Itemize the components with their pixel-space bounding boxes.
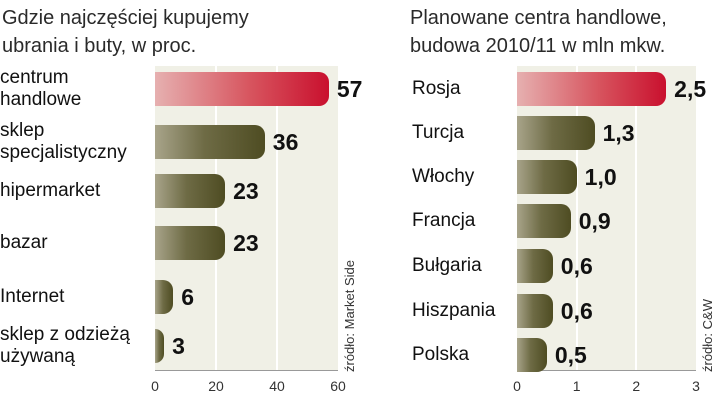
- chart-right-title: Planowane centra handlowe, budowa 2010/1…: [410, 7, 667, 57]
- plot-background: [155, 66, 338, 370]
- bar: [517, 338, 547, 372]
- x-axis-line: [517, 370, 696, 371]
- category-label: Bułgaria: [412, 255, 482, 276]
- bar: [517, 72, 667, 106]
- chart-left: Gdzie najczęściej kupujemy ubrania i but…: [0, 7, 363, 394]
- x-axis-line: [155, 370, 338, 371]
- gridline: [635, 66, 638, 370]
- bar: [155, 125, 265, 159]
- category-label: hipermarket: [0, 180, 101, 201]
- bar: [517, 249, 553, 283]
- value-label: 3: [172, 333, 185, 359]
- value-label: 2,5: [674, 76, 707, 102]
- bar: [517, 116, 595, 150]
- bar: [517, 160, 577, 194]
- category-label: bazar: [0, 232, 48, 253]
- chart-left-title: Gdzie najczęściej kupujemy ubrania i but…: [2, 7, 249, 57]
- gridline: [215, 66, 217, 370]
- category-label: Rosja: [412, 78, 461, 99]
- value-label: 0,6: [560, 298, 593, 324]
- x-tick-label: 2: [632, 378, 641, 394]
- category-label: sklep z odzieżą używaną: [0, 324, 130, 367]
- gridline: [276, 66, 278, 370]
- category-label: Francja: [412, 210, 476, 231]
- x-tick-label: 60: [330, 378, 346, 394]
- x-tick-label: 20: [208, 378, 224, 394]
- value-label: 0,9: [578, 208, 611, 234]
- value-label: 6: [181, 284, 195, 310]
- chart-right-source: źródło: C&W: [700, 299, 715, 372]
- x-tick-label: 3: [692, 378, 700, 394]
- chart-left-source: źródło: Market Side: [342, 260, 357, 372]
- x-tick-label: 1: [572, 378, 581, 394]
- x-tick-label: 0: [513, 378, 521, 394]
- value-label: 1,3: [602, 120, 635, 146]
- x-tick-label: 0: [151, 378, 159, 394]
- category-label: Turcja: [412, 122, 465, 143]
- category-label: Internet: [0, 286, 65, 307]
- bar: [517, 294, 553, 328]
- bar: [155, 72, 329, 106]
- gridline: [575, 66, 578, 370]
- bar: [155, 329, 165, 363]
- category-label: centrum handlowe: [0, 67, 82, 110]
- value-label: 1,0: [584, 164, 617, 190]
- bar: [155, 174, 226, 208]
- value-label: 0,5: [554, 342, 587, 368]
- value-label: 23: [233, 230, 259, 256]
- category-label: Polska: [412, 344, 470, 365]
- category-label: sklep specjalistyczny: [0, 120, 127, 163]
- value-label: 23: [233, 178, 259, 204]
- bar: [155, 280, 174, 314]
- category-label: Hiszpania: [412, 300, 496, 321]
- value-label: 0,6: [560, 253, 593, 279]
- category-label: Włochy: [412, 166, 475, 187]
- x-tick-label: 40: [269, 378, 285, 394]
- bar: [155, 226, 226, 260]
- value-label: 36: [272, 129, 299, 155]
- bar: [517, 204, 571, 238]
- value-label: 57: [336, 76, 363, 102]
- chart-right: Planowane centra handlowe, budowa 2010/1…: [360, 0, 720, 400]
